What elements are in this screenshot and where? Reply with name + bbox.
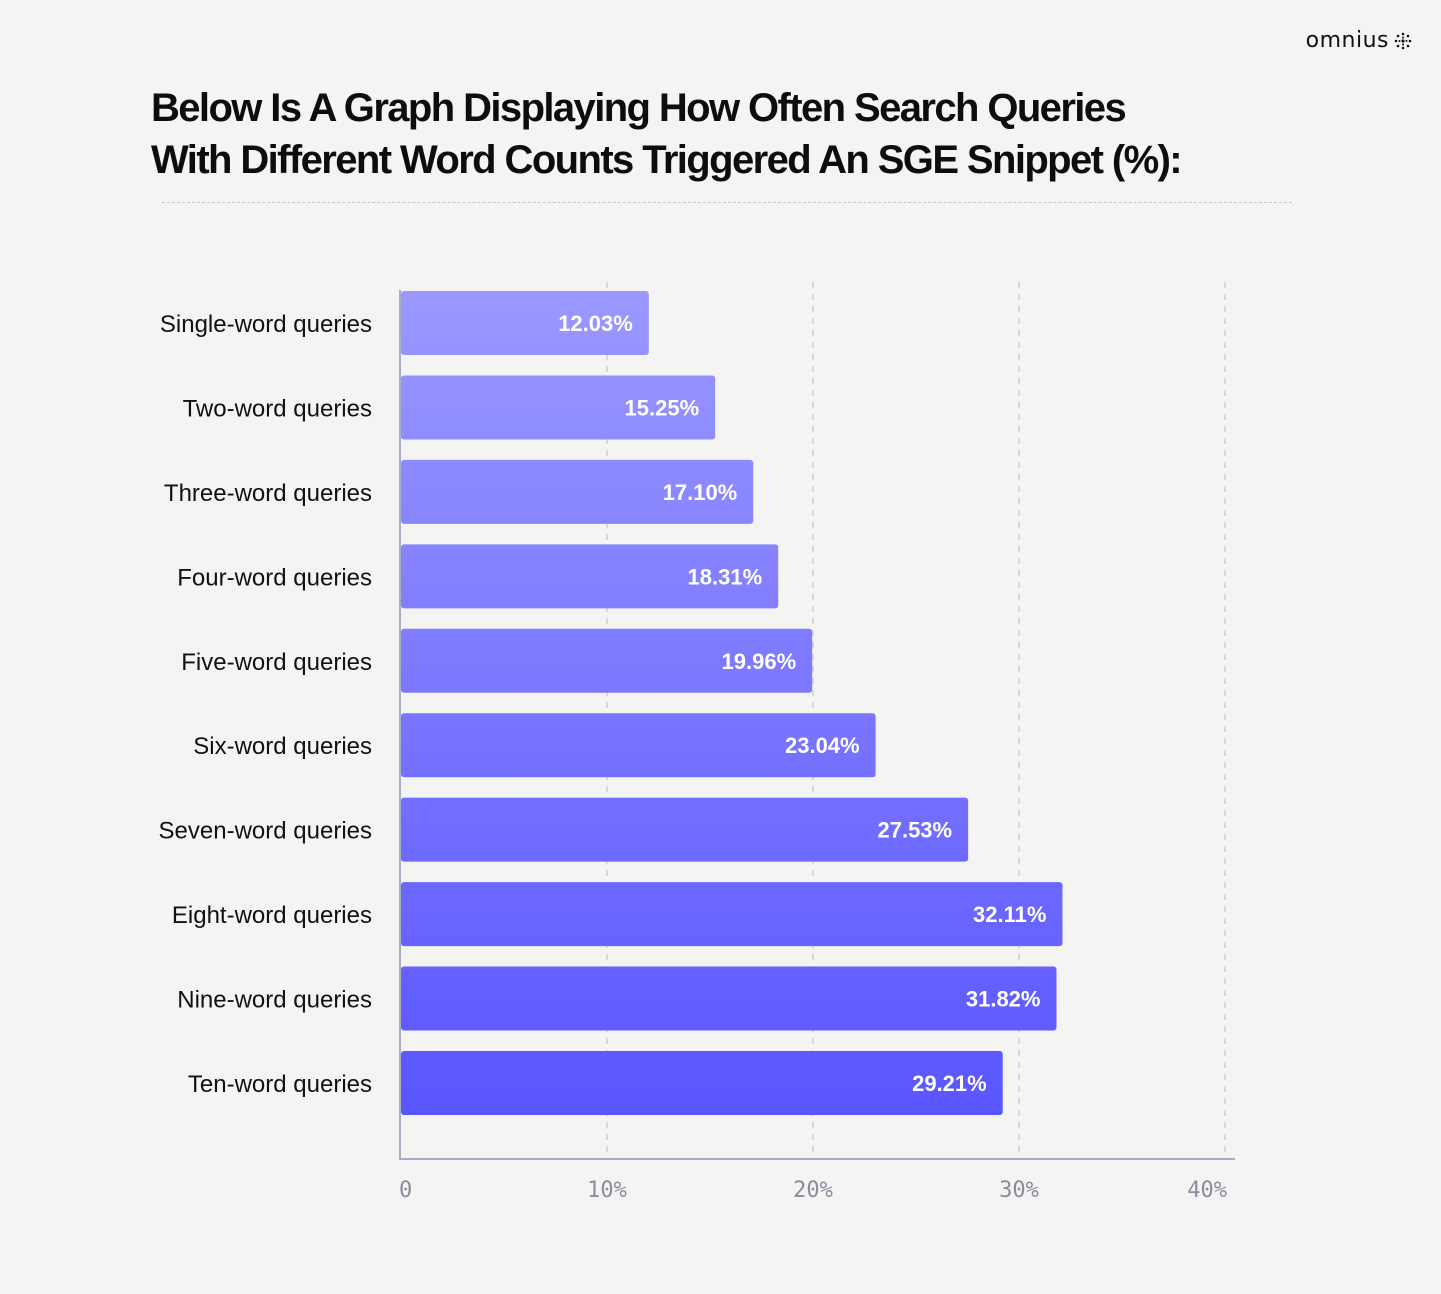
bar-value-label: 19.96% <box>722 649 797 674</box>
category-label: Single-word queries <box>160 311 372 338</box>
category-label: Nine-word queries <box>177 987 372 1014</box>
category-label: Four-word queries <box>177 564 372 591</box>
x-tick-label: 30% <box>999 1178 1039 1203</box>
brand-logo: omnius <box>1306 28 1413 53</box>
bar-value-label: 18.31% <box>688 564 763 589</box>
x-tick-label: 40% <box>1187 1178 1227 1203</box>
x-tick-label: 10% <box>587 1178 627 1203</box>
bar-value-label: 17.10% <box>663 480 738 505</box>
category-label: Seven-word queries <box>159 818 372 845</box>
bar-value-label: 31.82% <box>966 987 1041 1012</box>
category-label: Six-word queries <box>193 733 372 760</box>
category-label: Five-word queries <box>181 649 372 676</box>
bar-value-label: 15.25% <box>625 395 700 420</box>
bar <box>401 544 779 609</box>
bar <box>401 628 813 693</box>
bar <box>401 797 969 862</box>
brand-name: omnius <box>1305 28 1389 53</box>
title-line-1: Below Is A Graph Displaying How Often Se… <box>151 86 1127 130</box>
bar <box>401 375 716 440</box>
bar-value-label: 29.21% <box>912 1071 987 1096</box>
title-divider <box>162 202 1292 203</box>
category-label: Two-word queries <box>183 395 372 422</box>
bar <box>401 882 1063 947</box>
page-title: Below Is A Graph Displaying How Often Se… <box>151 82 1301 186</box>
bar <box>401 966 1057 1031</box>
bar <box>401 1051 1003 1115</box>
category-label: Three-word queries <box>164 480 372 507</box>
bar-value-label: 32.11% <box>973 902 1046 927</box>
bar-value-label: 12.03% <box>558 311 633 336</box>
bar-value-label: 23.04% <box>785 733 860 758</box>
bar-value-label: 27.53% <box>877 818 952 843</box>
x-tick-label: 0 <box>399 1178 412 1203</box>
sunburst-dots-icon <box>1393 31 1413 51</box>
bar <box>401 291 649 355</box>
category-label: Ten-word queries <box>188 1071 372 1098</box>
title-line-2: With Different Word Counts Triggered An … <box>151 138 1183 182</box>
category-label: Eight-word queries <box>172 902 372 929</box>
bar <box>401 459 754 524</box>
x-tick-label: 20% <box>793 1178 833 1203</box>
bar <box>401 713 876 778</box>
